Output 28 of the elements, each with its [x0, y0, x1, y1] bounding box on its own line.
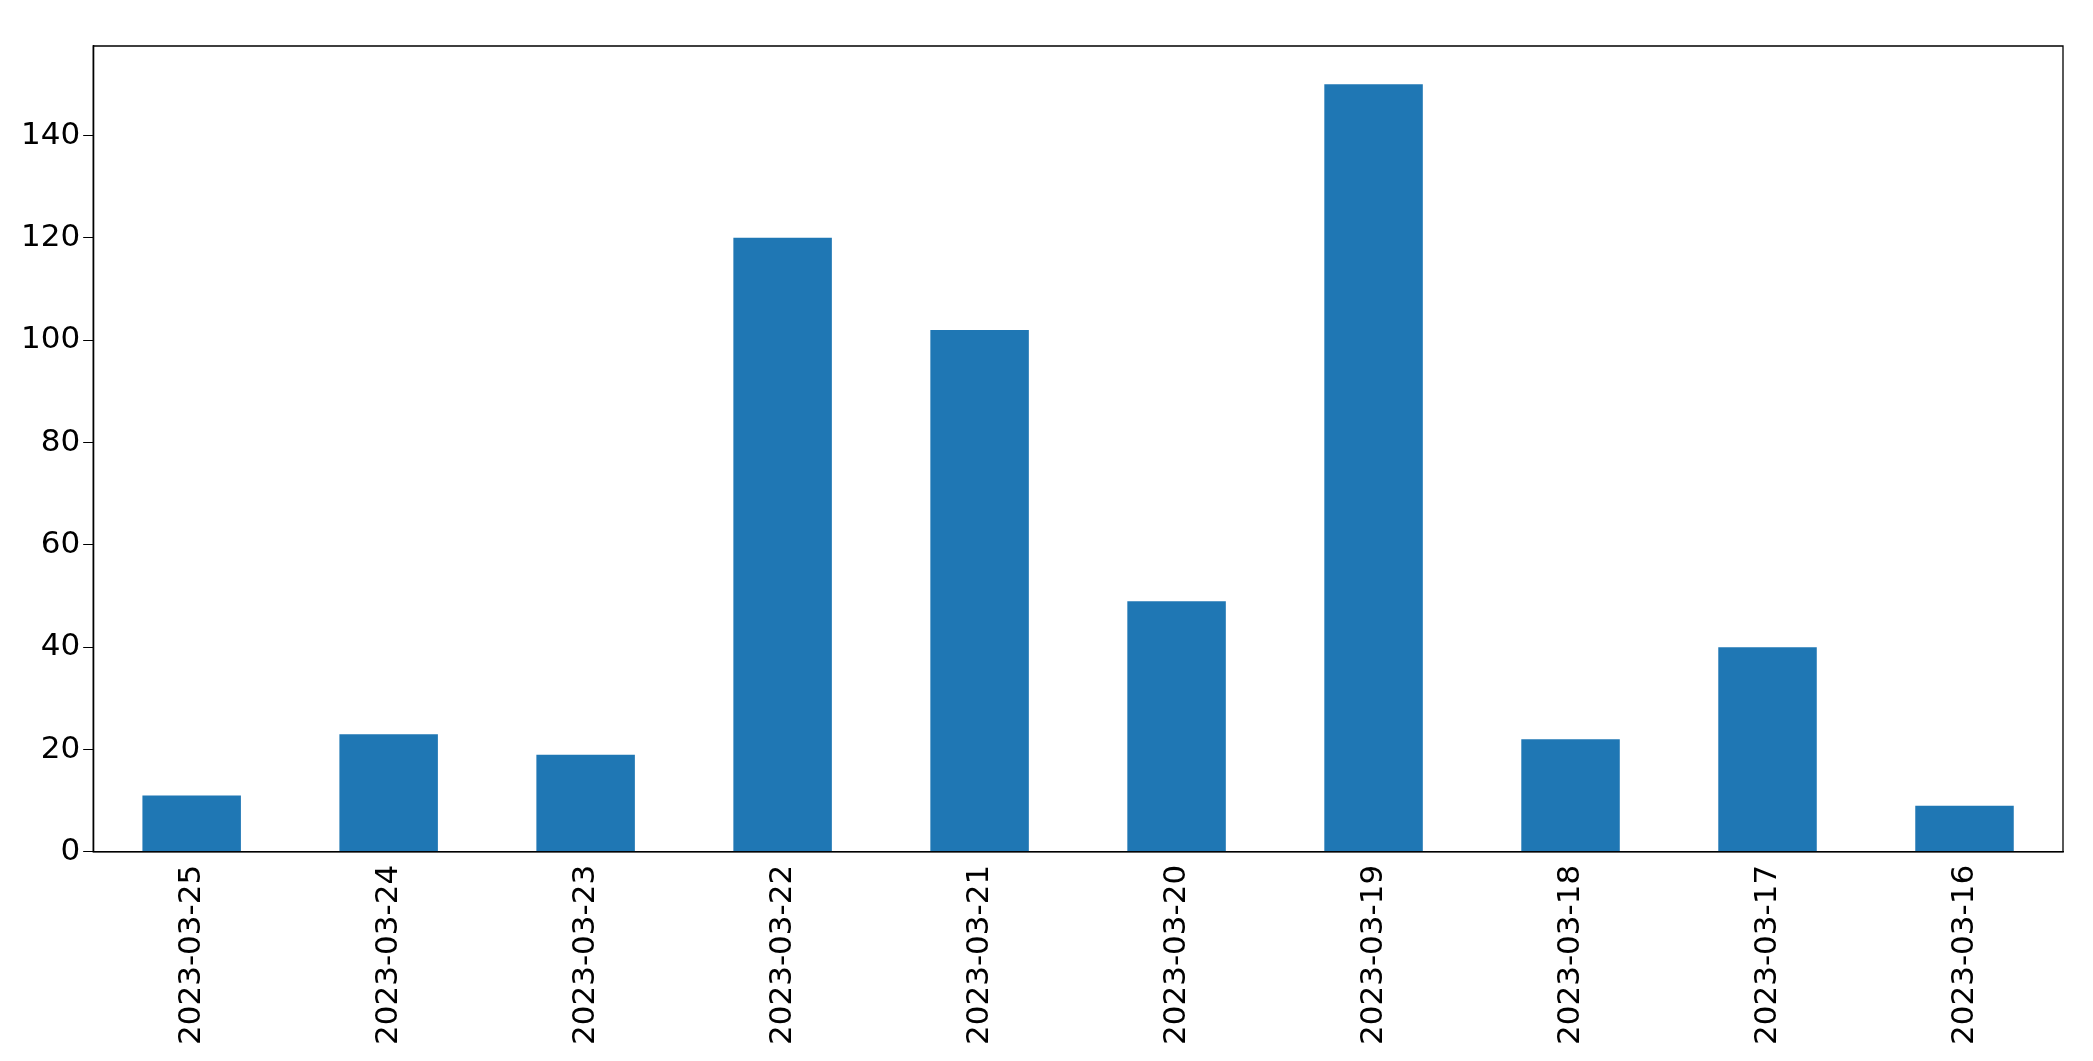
x-tick-label: 2023-03-17: [1746, 864, 1783, 1046]
y-tick-label: 140: [21, 114, 81, 151]
x-tick-label: 2023-03-23: [564, 864, 601, 1046]
bar: [339, 734, 438, 852]
y-tick-label: 120: [21, 216, 81, 253]
y-tick-label: 60: [40, 523, 81, 560]
x-tick-label: 2023-03-22: [761, 864, 798, 1046]
x-tick-label: 2023-03-24: [367, 864, 404, 1046]
x-tick-label: 2023-03-25: [170, 864, 207, 1046]
bar: [930, 329, 1029, 852]
bar: [1521, 739, 1620, 852]
bar: [1127, 601, 1226, 852]
bar: [1324, 84, 1423, 852]
y-tick-label: 20: [40, 728, 81, 765]
x-tick-label: 2023-03-18: [1549, 864, 1586, 1046]
y-tick-label: 0: [60, 830, 81, 867]
x-tick-label: 2023-03-16: [1943, 864, 1980, 1046]
x-tick-label: 2023-03-19: [1352, 864, 1389, 1046]
bar: [1718, 647, 1817, 852]
y-tick-label: 80: [40, 421, 81, 458]
bar: [1915, 805, 2014, 852]
bar: [733, 237, 832, 852]
y-tick-label: 40: [40, 626, 81, 663]
x-tick-label: 2023-03-21: [958, 864, 995, 1046]
bar: [536, 754, 635, 852]
y-tick-label: 100: [21, 319, 81, 356]
x-tick-label: 2023-03-20: [1155, 864, 1192, 1046]
bar: [142, 795, 241, 852]
